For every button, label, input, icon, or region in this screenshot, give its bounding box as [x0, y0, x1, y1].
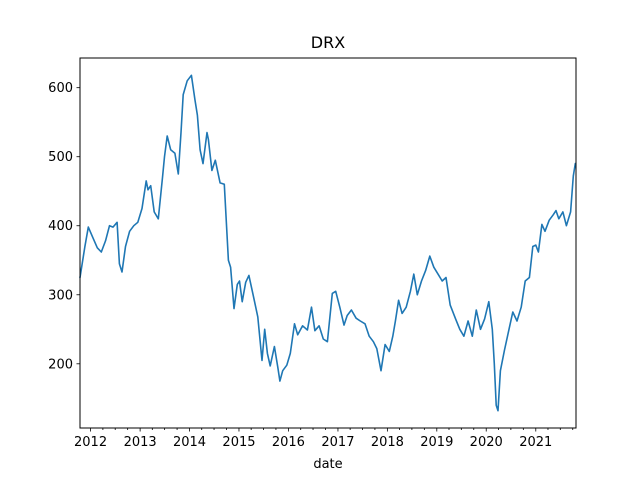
- y-tick-label: 600: [48, 81, 73, 96]
- x-tick-label: 2018: [371, 435, 404, 450]
- plot-area: [79, 74, 577, 412]
- x-tick-label: 2016: [272, 435, 305, 450]
- x-tick-label: 2020: [470, 435, 503, 450]
- x-tick-label: 2017: [321, 435, 354, 450]
- x-tick-label: 2015: [222, 435, 255, 450]
- chart-title: DRX: [311, 33, 345, 52]
- x-tick-label: 2014: [173, 435, 206, 450]
- y-tick-label: 500: [48, 150, 73, 165]
- x-axis: 2012 2013 2014 2015 2016 2017 2018 2019 2020 2021: [74, 428, 574, 450]
- y-tick-label: 300: [48, 288, 73, 303]
- x-tick-label: 2019: [420, 435, 453, 450]
- x-tick-label: 2013: [124, 435, 157, 450]
- y-tick-label: 400: [48, 219, 73, 234]
- series-line: [79, 74, 577, 412]
- y-axis: 200 300 400 500 600: [48, 81, 80, 372]
- x-tick-label: 2012: [74, 435, 107, 450]
- x-axis-label: date: [313, 457, 342, 472]
- x-tick-label: 2021: [519, 435, 552, 450]
- y-tick-label: 200: [48, 357, 73, 372]
- axes-frame: [79, 57, 577, 429]
